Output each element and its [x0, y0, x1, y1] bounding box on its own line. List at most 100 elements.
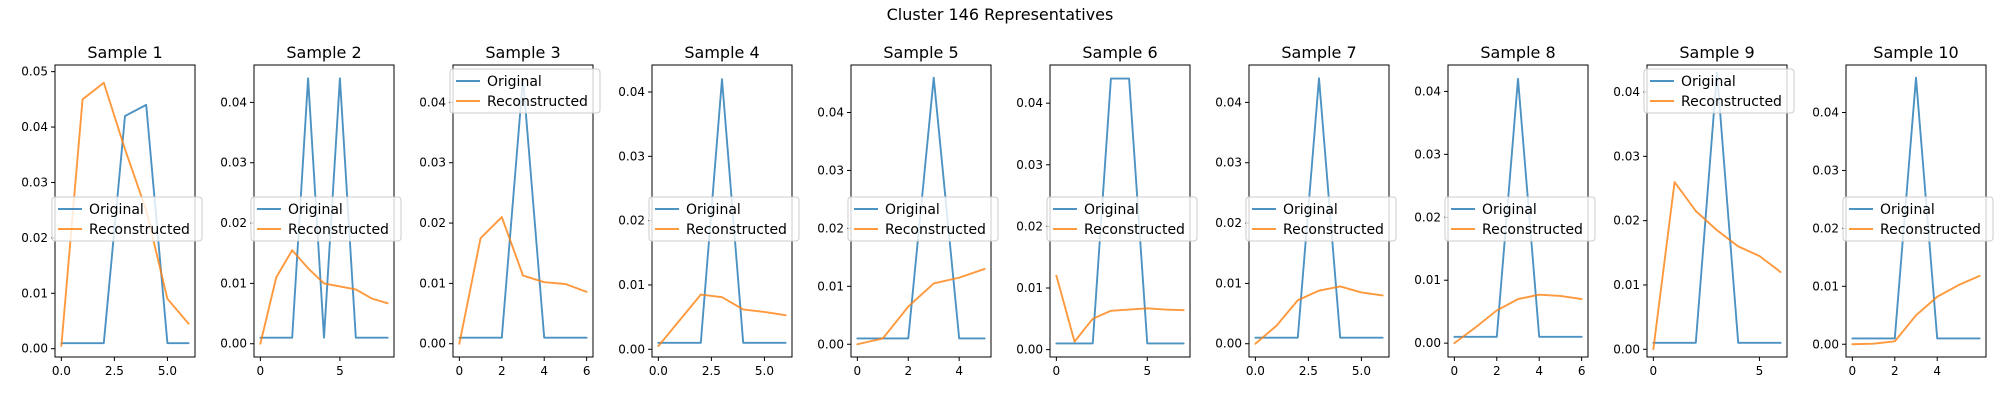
series-group	[1055, 77, 1185, 345]
legend-label: Reconstructed	[686, 222, 787, 238]
y-tick-label: 0.03	[1414, 147, 1441, 161]
x-tick-label: 2.5	[702, 364, 721, 378]
subplot-grid: Sample 10.0 2.5 5.00.000.010.020.030.040.0…	[21, 43, 1994, 378]
x-tick-label: 2	[498, 364, 506, 378]
x-tick-label: 5	[1143, 364, 1151, 378]
series-group	[657, 78, 787, 348]
subplot-title: Sample 3	[485, 43, 560, 62]
series-group	[1851, 76, 1981, 346]
y-tick-label: 0.01	[817, 279, 844, 293]
legend-label: Original	[686, 202, 741, 218]
y-tick-label: 0.02	[220, 216, 247, 230]
subplot-title: Sample 4	[684, 43, 759, 62]
y-tick-label: 0.01	[1613, 278, 1640, 292]
y-tick-label: 0.03	[21, 175, 48, 189]
legend-label: Reconstructed	[1681, 94, 1782, 110]
series-line-reconstructed	[60, 81, 190, 347]
x-tick-label: 5.0	[1352, 364, 1371, 378]
legend-frame	[1046, 196, 1198, 242]
legend: Original Reconstructed	[847, 196, 999, 242]
x-tick-label: 6	[583, 364, 591, 378]
x-tick-label: 4	[1535, 364, 1543, 378]
y-tick-label: 0.02	[419, 216, 446, 230]
legend: Original Reconstructed	[1842, 196, 1994, 242]
y-tick-label: 0.02	[21, 231, 48, 245]
y-tick-label: 0.03	[618, 149, 645, 163]
x-tick-label: 4	[540, 364, 548, 378]
y-tick-label: 0.02	[1812, 221, 1839, 235]
x-tick-label: 0	[257, 364, 265, 378]
subplot-title: Sample 6	[1082, 43, 1157, 62]
legend: Original Reconstructed	[250, 196, 402, 242]
legend-label: Reconstructed	[1482, 222, 1583, 238]
x-tick-label: 4	[955, 364, 963, 378]
y-tick-label: 0.00	[1613, 342, 1640, 356]
series-line-original	[259, 77, 389, 339]
series-line-reconstructed	[1055, 274, 1185, 343]
y-tick-label: 0.00	[1812, 337, 1839, 351]
series-line-original	[1851, 76, 1981, 340]
y-tick-label: 0.02	[1613, 214, 1640, 228]
series-line-reconstructed	[259, 249, 389, 345]
y-tick-label: 0.01	[1215, 276, 1242, 290]
y-tick-label: 0.04	[618, 85, 645, 99]
legend: Original Reconstructed	[449, 68, 601, 114]
x-tick-label: 5.0	[755, 364, 774, 378]
y-tick-label: 0.01	[419, 276, 446, 290]
subplot-6: Sample 6 0 5 0.00 0.01 0.02 0.03 0.04 Original Re…	[1016, 43, 1198, 378]
legend-label: Reconstructed	[885, 222, 986, 238]
series-line-original	[1453, 77, 1583, 338]
legend-frame	[1643, 68, 1795, 114]
legend-label: Reconstructed	[1283, 222, 1384, 238]
y-tick-label: 0.01	[1812, 279, 1839, 293]
series-group	[1254, 77, 1384, 345]
y-tick-label: 0.03	[1812, 163, 1839, 177]
x-tick-label: 4	[1933, 364, 1941, 378]
y-tick-label: 0.03	[817, 163, 844, 177]
x-tick-label: 0	[1650, 364, 1658, 378]
y-tick-label: 0.01	[618, 278, 645, 292]
y-tick-label: 0.04	[21, 120, 48, 134]
legend-label: Reconstructed	[1084, 222, 1185, 238]
series-group	[1453, 77, 1583, 345]
y-tick-label: 0.02	[1414, 210, 1441, 224]
y-tick-label: 0.00	[1215, 337, 1242, 351]
axes-frame	[1646, 64, 1788, 358]
subplot-3: Sample 30 2 4 60.000.010.020.030.04Original…	[419, 43, 601, 378]
y-tick-label: 0.04	[1414, 84, 1441, 98]
legend-frame	[1444, 196, 1596, 242]
x-tick-label: 2	[1891, 364, 1899, 378]
subplot-5: Sample 5 0 2 4 0.00 0.01 0.02 0.03 0.04 Original R…	[817, 43, 999, 378]
subplot-title: Sample 2	[286, 43, 361, 62]
y-tick-label: 0.04	[1016, 96, 1043, 110]
series-line-original	[1055, 77, 1185, 345]
legend-frame	[51, 196, 203, 242]
series-group	[60, 81, 190, 347]
legend: Original Reconstructed	[51, 196, 203, 242]
legend-label: Original	[1283, 202, 1338, 218]
x-tick-label: 0	[1053, 364, 1061, 378]
legend-label: Original	[1482, 202, 1537, 218]
x-tick-label: 2.5	[1299, 364, 1318, 378]
y-tick-label: 0.04	[220, 95, 247, 109]
legend-label: Original	[487, 74, 542, 90]
legend-frame	[449, 68, 601, 114]
x-tick-label: 0	[1849, 364, 1857, 378]
x-tick-label: 0.0	[1246, 364, 1265, 378]
y-tick-label: 0.01	[1016, 281, 1043, 295]
y-tick-label: 0.02	[1016, 219, 1043, 233]
x-tick-label: 0.0	[649, 364, 668, 378]
y-tick-label: 0.00	[220, 337, 247, 351]
y-tick-label: 0.02	[618, 214, 645, 228]
y-tick-label: 0.04	[419, 95, 446, 109]
subplot-9: Sample 9 0 5 0.00 0.01 0.02 0.03 0.04 Original Re…	[1613, 43, 1795, 378]
x-tick-label: 6	[1578, 364, 1586, 378]
y-tick-label: 0.04	[1812, 106, 1839, 120]
y-tick-label: 0.00	[419, 337, 446, 351]
y-tick-label: 0.03	[1016, 158, 1043, 172]
y-tick-label: 0.00	[1414, 336, 1441, 350]
x-tick-label: 5	[336, 364, 344, 378]
series-line-reconstructed	[856, 267, 986, 346]
